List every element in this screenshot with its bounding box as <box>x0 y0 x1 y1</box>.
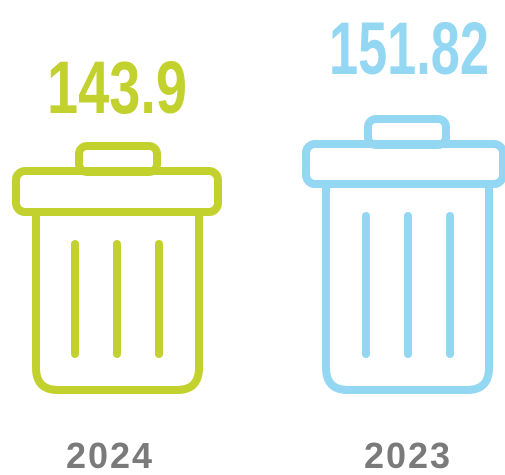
trash-can <box>12 142 222 394</box>
trash-can <box>302 115 505 394</box>
can-lid <box>302 140 505 188</box>
can-body <box>32 209 203 394</box>
value-label: 143.9 <box>47 46 187 129</box>
value-label: 151.82 <box>329 7 489 90</box>
can-body <box>322 181 493 394</box>
year-label: 2024 <box>66 435 154 475</box>
can-lid <box>12 167 222 216</box>
year-label: 2023 <box>364 435 452 475</box>
